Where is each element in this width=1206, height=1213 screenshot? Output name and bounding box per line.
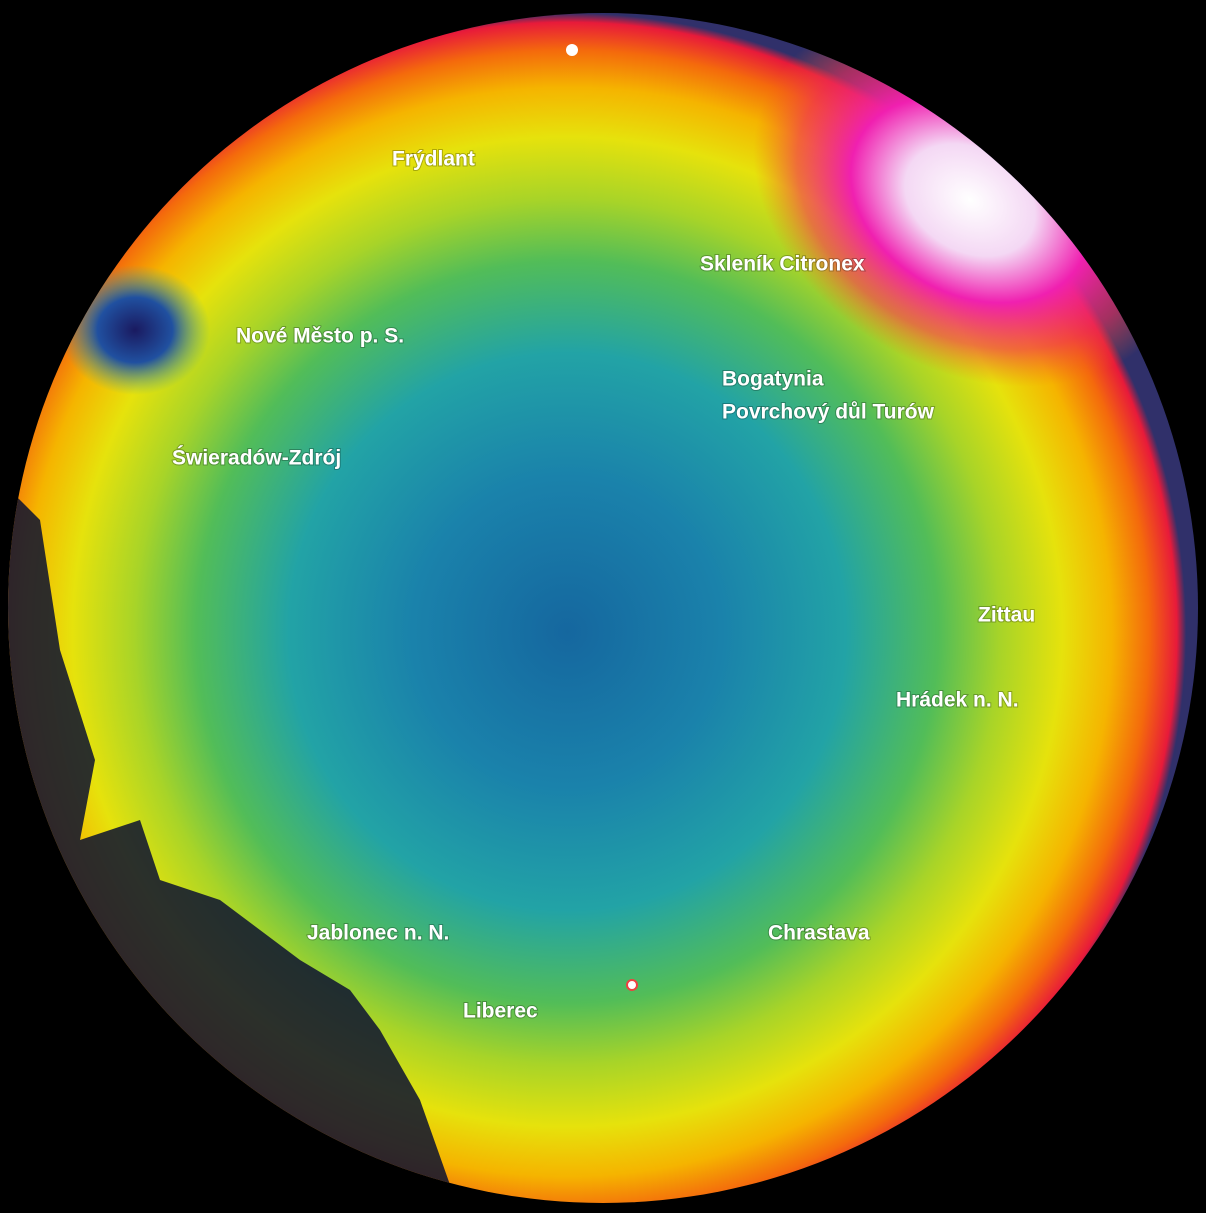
sky-map: Frýdlant Skleník Citronex Nové Město p. … (0, 0, 1206, 1213)
star (627, 980, 637, 990)
place-label: Zittau (978, 604, 1035, 627)
page: {"labels": ["Frýdlant", "Skleník Citrone… (0, 0, 1206, 1213)
place-label: Bogatynia (722, 368, 824, 391)
place-label: Liberec (463, 1000, 538, 1023)
place-label: Jablonec n. N. (307, 922, 449, 945)
place-label: Frýdlant (392, 148, 475, 171)
place-label: Hrádek n. N. (896, 689, 1019, 712)
place-label: Świeradów-Zdrój (172, 446, 341, 470)
place-label: Nové Město p. S. (236, 325, 404, 348)
place-label: Chrastava (768, 922, 870, 945)
place-label: Skleník Citronex (700, 253, 865, 276)
star (566, 44, 578, 56)
place-label: Povrchový důl Turów (722, 401, 935, 424)
